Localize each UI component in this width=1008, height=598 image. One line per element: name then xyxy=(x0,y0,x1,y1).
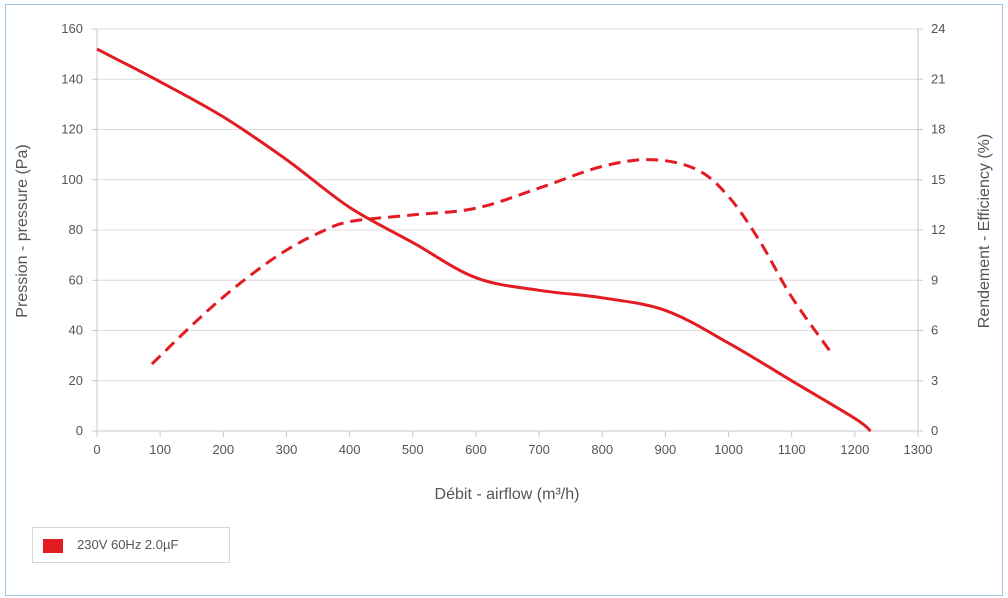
x-tick-label: 900 xyxy=(655,442,677,457)
y2-tick-label: 21 xyxy=(931,71,945,86)
x-tick-label: 100 xyxy=(149,442,171,457)
y-tick-label: 0 xyxy=(76,423,83,438)
y2-tick-label: 15 xyxy=(931,172,945,187)
y2-axis-title: Rendement - Efficiency (%) xyxy=(976,134,993,328)
y2-tick-label: 3 xyxy=(931,373,938,388)
y-tick-label: 100 xyxy=(61,172,83,187)
x-tick-label: 500 xyxy=(402,442,424,457)
y2-tick-label: 12 xyxy=(931,222,945,237)
y-tick-label: 60 xyxy=(69,272,83,287)
legend: 230V 60Hz 2.0µF xyxy=(32,527,230,563)
x-tick-label: 200 xyxy=(212,442,234,457)
chart-frame xyxy=(5,4,1003,596)
y2-tick-label: 9 xyxy=(931,272,938,287)
x-tick-label: 1300 xyxy=(904,442,933,457)
y-tick-label: 80 xyxy=(69,222,83,237)
y2-tick-label: 0 xyxy=(931,423,938,438)
x-tick-label: 800 xyxy=(591,442,613,457)
efficiency-curve xyxy=(150,158,831,366)
grid-layer xyxy=(97,28,918,432)
y-axis-title: Pression - pressure (Pa) xyxy=(14,144,31,317)
x-tick-label: 400 xyxy=(339,442,361,457)
series-layer xyxy=(96,47,872,433)
pressure-curve xyxy=(96,47,872,433)
legend-swatch xyxy=(43,539,63,553)
y-tick-label: 160 xyxy=(61,21,83,36)
x-tick-label: 1100 xyxy=(778,442,806,457)
y2-tick-label: 18 xyxy=(931,122,945,137)
x-tick-label: 300 xyxy=(276,442,298,457)
x-tick-label: 0 xyxy=(93,442,100,457)
x-tick-label: 600 xyxy=(465,442,487,457)
y-tick-label: 20 xyxy=(69,373,83,388)
y-tick-label: 140 xyxy=(61,71,83,86)
x-tick-label: 1200 xyxy=(840,442,869,457)
y-tick-label: 40 xyxy=(69,323,83,338)
y2-tick-label: 24 xyxy=(931,21,945,36)
y-tick-label: 120 xyxy=(61,122,83,137)
legend-label: 230V 60Hz 2.0µF xyxy=(77,537,179,552)
x-axis-title: Débit - airflow (m³/h) xyxy=(435,486,580,503)
ticks-layer: 0 20 40 60 80 100 120 140 160 0 3 6 9 12 15 18 21 24 0 100 2… xyxy=(61,21,945,457)
x-tick-label: 1000 xyxy=(714,442,743,457)
y2-tick-label: 6 xyxy=(931,323,938,338)
x-tick-label: 700 xyxy=(528,442,550,457)
